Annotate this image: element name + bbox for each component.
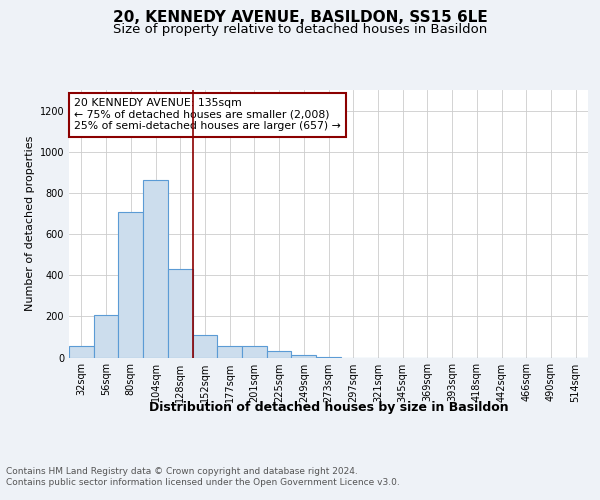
Bar xyxy=(168,269,193,358)
Bar xyxy=(94,315,118,358)
Text: 20 KENNEDY AVENUE: 135sqm
← 75% of detached houses are smaller (2,008)
25% of se: 20 KENNEDY AVENUE: 135sqm ← 75% of detac… xyxy=(74,98,341,131)
Bar xyxy=(193,336,217,357)
Bar xyxy=(292,356,316,358)
Bar xyxy=(118,212,143,358)
Text: 20, KENNEDY AVENUE, BASILDON, SS15 6LE: 20, KENNEDY AVENUE, BASILDON, SS15 6LE xyxy=(113,10,487,25)
Bar xyxy=(217,346,242,358)
Bar xyxy=(69,346,94,358)
Bar xyxy=(267,351,292,358)
Bar xyxy=(242,346,267,358)
Text: Contains HM Land Registry data © Crown copyright and database right 2024.
Contai: Contains HM Land Registry data © Crown c… xyxy=(6,468,400,487)
Bar xyxy=(143,180,168,358)
Y-axis label: Number of detached properties: Number of detached properties xyxy=(25,136,35,312)
Text: Size of property relative to detached houses in Basildon: Size of property relative to detached ho… xyxy=(113,22,487,36)
Text: Distribution of detached houses by size in Basildon: Distribution of detached houses by size … xyxy=(149,401,509,414)
